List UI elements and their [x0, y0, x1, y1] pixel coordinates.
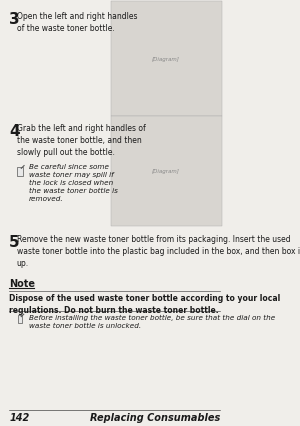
Bar	[111, 2, 222, 117]
Text: Dispose of the used waste toner bottle according to your local
regulations. Do n: Dispose of the used waste toner bottle a…	[9, 294, 280, 314]
Text: 5: 5	[9, 234, 20, 249]
Text: Replacing Consumables: Replacing Consumables	[90, 412, 220, 422]
Text: [Diagram]: [Diagram]	[152, 169, 180, 174]
Text: Be careful since some
waste toner may spill if
the lock is closed when
the waste: Be careful since some waste toner may sp…	[29, 164, 118, 201]
Bar	[18, 315, 22, 323]
Text: Note: Note	[9, 278, 35, 288]
Text: Before installing the waste toner bottle, be sure that the dial on the
waste ton: Before installing the waste toner bottle…	[29, 314, 275, 328]
Text: Grab the left and right handles of
the waste toner bottle, and then
slowly pull : Grab the left and right handles of the w…	[17, 124, 146, 156]
Text: 142: 142	[9, 412, 29, 422]
Text: Remove the new waste toner bottle from its packaging. Insert the used
waste tone: Remove the new waste toner bottle from i…	[17, 234, 300, 267]
Text: 4: 4	[9, 124, 20, 139]
Bar	[17, 167, 23, 176]
Bar	[111, 117, 222, 227]
Text: 3: 3	[9, 12, 20, 27]
Text: Open the left and right handles
of the waste toner bottle.: Open the left and right handles of the w…	[17, 12, 137, 33]
Text: [Diagram]: [Diagram]	[152, 57, 180, 62]
